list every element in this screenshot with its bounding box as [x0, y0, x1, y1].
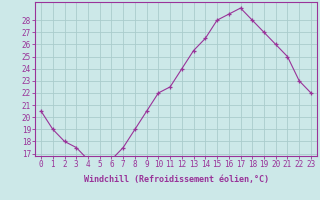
- X-axis label: Windchill (Refroidissement éolien,°C): Windchill (Refroidissement éolien,°C): [84, 175, 268, 184]
